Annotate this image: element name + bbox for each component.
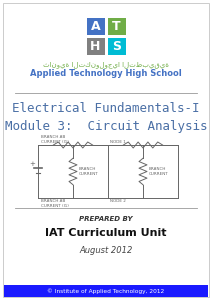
Text: BRANCH
CURRENT: BRANCH CURRENT [149, 167, 169, 176]
Text: BRANCH
CURRENT: BRANCH CURRENT [79, 167, 99, 176]
Text: NODE 1: NODE 1 [110, 140, 126, 144]
Bar [107, 38, 126, 55]
Text: Module 3:  Circuit Analysis: Module 3: Circuit Analysis [5, 120, 207, 133]
Bar [107, 18, 126, 35]
Text: +: + [29, 161, 35, 167]
Bar [86, 38, 105, 55]
Text: A: A [91, 20, 100, 33]
Bar [86, 18, 105, 35]
Text: ثانوية التكنولوجيا التطبيقية: ثانوية التكنولوجيا التطبيقية [43, 61, 169, 68]
Text: BRANCH AB
CURRENT (I1): BRANCH AB CURRENT (I1) [41, 199, 69, 208]
Text: Electrical Fundamentals-I: Electrical Fundamentals-I [12, 102, 200, 115]
Text: Applied Technology High School: Applied Technology High School [30, 69, 182, 78]
Text: IAT Curriculum Unit: IAT Curriculum Unit [45, 228, 167, 238]
Text: PREPARED BY: PREPARED BY [79, 216, 133, 222]
Text: S: S [112, 40, 121, 53]
Text: T: T [112, 20, 121, 33]
Text: © Institute of Applied Technology, 2012: © Institute of Applied Technology, 2012 [47, 288, 165, 294]
Bar [4, 285, 208, 297]
Text: BRANCH AB
CURRENT (I1): BRANCH AB CURRENT (I1) [41, 135, 69, 144]
Text: H: H [90, 40, 101, 53]
Text: August 2012: August 2012 [79, 246, 133, 255]
Text: NODE 2: NODE 2 [110, 199, 126, 203]
